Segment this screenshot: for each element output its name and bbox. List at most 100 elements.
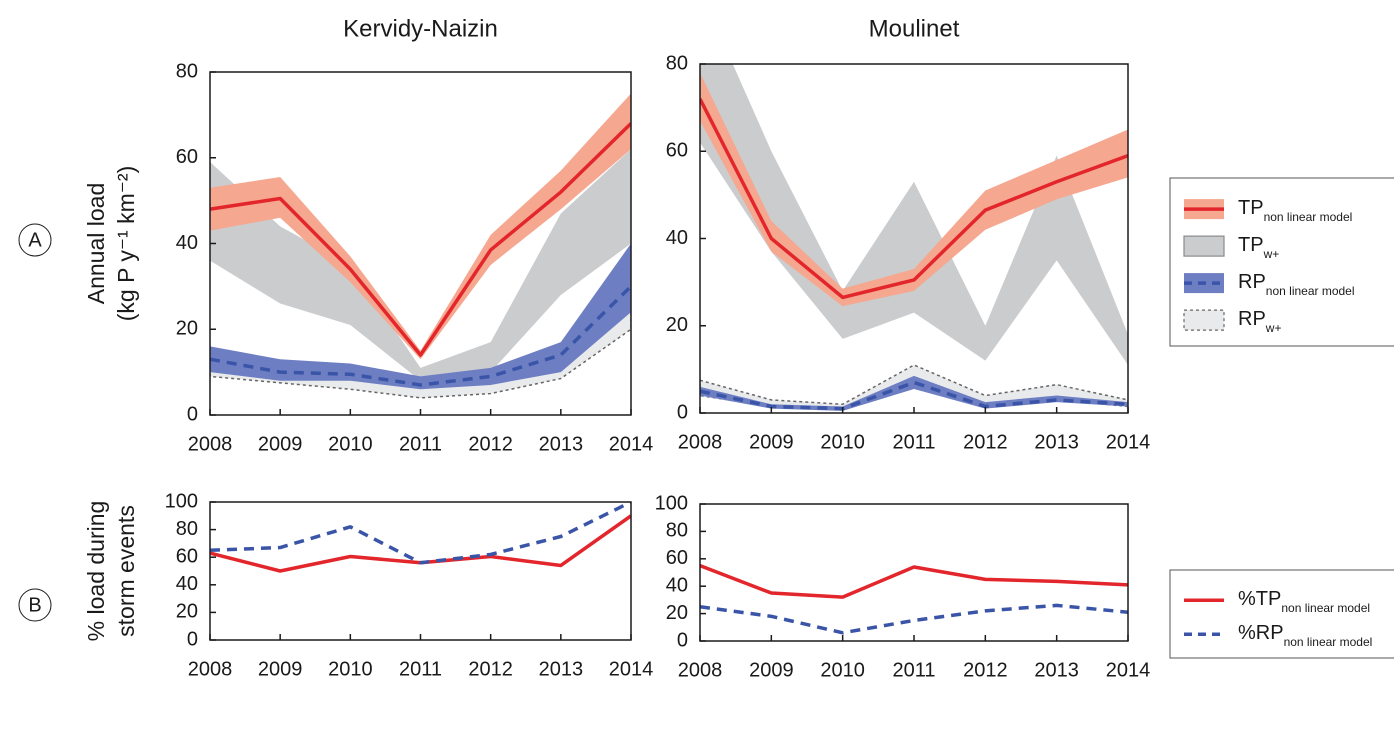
legend-label: %RPnon linear model	[1238, 622, 1372, 649]
series-line	[210, 502, 631, 565]
plot-area	[700, 564, 1128, 635]
y-tick-label: 60	[176, 146, 198, 168]
legend-box	[1169, 569, 1394, 659]
y-axis-label: storm events	[113, 505, 139, 637]
panel: Moulinet 0 20 40 60 80 2008 2009 2010 2011 2012 201…	[666, 15, 1394, 453]
x-tick-label: 2010	[820, 431, 865, 453]
plot-area	[210, 93, 631, 399]
x-tick-label: 2013	[1034, 431, 1079, 453]
x-tick-label: 2010	[820, 659, 865, 681]
y-axis-label: Annual load	[83, 183, 109, 305]
x-tick-label: 2011	[892, 659, 935, 681]
panel: Kervidy-Naizin Annual load (kg P y⁻¹ km⁻²)…	[18, 15, 654, 455]
legend-name: TP	[1238, 234, 1264, 256]
y-tick-label: 40	[666, 574, 688, 596]
panel-badge	[18, 588, 52, 622]
y-tick-label: 80	[666, 520, 688, 542]
y-tick-label: 20	[176, 601, 198, 623]
panel-badge	[18, 223, 52, 257]
uncertainty-band	[210, 243, 631, 390]
panel-label: A	[28, 229, 42, 251]
legend-label: TPnon linear model	[1238, 197, 1352, 224]
x-tick-label: 2011	[399, 658, 442, 680]
legend-label: %TPnon linear model	[1238, 588, 1370, 615]
x-tick-label: 2012	[468, 658, 513, 680]
legend-subscript: non linear model	[1266, 284, 1355, 298]
y-tick-label: 20	[666, 314, 688, 336]
y-tick-label: 60	[666, 140, 688, 162]
legend-subscript: w+	[1265, 321, 1282, 335]
series-line	[700, 98, 1128, 300]
y-tick-label: 100	[165, 490, 198, 512]
x-tick-label: 2013	[539, 433, 584, 455]
panel: % load during storm events B 0 20 40 60 80 100 20…	[18, 490, 654, 680]
uncertainty-band	[210, 149, 631, 381]
x-tick-label: 2010	[328, 433, 373, 455]
panel: 0 20 40 60 80 100 2008 2009 2010 2011 2012 2013 2014…	[655, 492, 1394, 681]
legend-name: %RP	[1238, 622, 1284, 644]
panel-label: B	[28, 594, 41, 616]
legend-swatch	[1183, 235, 1225, 257]
series-line	[700, 380, 1128, 411]
x-tick-label: 2014	[1106, 431, 1151, 453]
y-tick-label: 40	[666, 227, 688, 249]
x-tick-label: 2011	[399, 433, 442, 455]
legend-swatch	[1183, 309, 1225, 331]
y-axis-label: % load during	[83, 501, 109, 642]
y-tick-label: 80	[176, 518, 198, 540]
x-tick-label: 2011	[892, 431, 935, 453]
legend-name: RP	[1238, 308, 1266, 330]
y-tick-label: 80	[176, 60, 198, 82]
uncertainty-band	[700, 72, 1128, 307]
x-tick-label: 2013	[1034, 659, 1079, 681]
legend-name: %TP	[1238, 588, 1281, 610]
y-tick-label: 20	[666, 602, 688, 624]
x-tick-label: 2010	[328, 658, 373, 680]
series-line	[210, 285, 631, 387]
legend-subscript: non linear model	[1284, 635, 1373, 649]
x-tick-label: 2012	[963, 659, 1008, 681]
x-tick-label: 2009	[749, 431, 794, 453]
uncertainty-band	[210, 93, 631, 360]
y-tick-label: 0	[187, 628, 198, 650]
x-tick-label: 2014	[1106, 659, 1151, 681]
y-tick-label: 0	[677, 401, 688, 423]
axes-frame	[699, 503, 1129, 642]
legend-name: RP	[1238, 271, 1266, 293]
uncertainty-band	[700, 364, 1128, 411]
x-tick-label: 2009	[258, 658, 303, 680]
y-tick-label: 0	[187, 403, 198, 425]
x-tick-label: 2009	[749, 659, 794, 681]
y-tick-label: 40	[176, 232, 198, 254]
series-line	[210, 122, 631, 357]
y-tick-label: 40	[176, 573, 198, 595]
x-tick-label: 2012	[468, 433, 513, 455]
legend-label: TPw+	[1238, 234, 1279, 261]
legend-subscript: non linear model	[1264, 210, 1353, 224]
series-line	[700, 603, 1128, 635]
x-tick-label: 2013	[539, 658, 584, 680]
x-tick-label: 2008	[678, 659, 723, 681]
legend-name: TP	[1238, 197, 1264, 219]
x-tick-label: 2009	[258, 433, 303, 455]
y-tick-label: 60	[666, 547, 688, 569]
x-tick-label: 2014	[609, 658, 654, 680]
x-tick-label: 2014	[609, 433, 654, 455]
y-tick-label: 20	[176, 318, 198, 340]
plot-area	[700, 64, 1128, 411]
legend-label: RPw+	[1238, 308, 1281, 335]
legend-label: RPnon linear model	[1238, 271, 1355, 298]
series-line	[700, 564, 1128, 599]
panel-title: Kervidy-Naizin	[343, 15, 498, 42]
x-tick-label: 2008	[678, 431, 723, 453]
panel-title: Moulinet	[869, 15, 960, 42]
y-tick-label: 80	[666, 52, 688, 74]
legend-subscript: non linear model	[1281, 601, 1370, 615]
y-tick-label: 100	[655, 492, 688, 514]
uncertainty-band	[700, 64, 1128, 366]
plot-area	[210, 502, 631, 573]
x-tick-label: 2008	[188, 433, 233, 455]
y-axis-label: (kg P y⁻¹ km⁻²)	[113, 166, 139, 321]
